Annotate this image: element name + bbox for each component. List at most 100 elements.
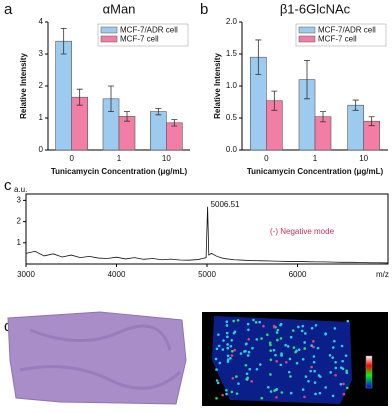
x-tick-label: 5000	[198, 270, 216, 279]
y-tick-label: 0.5	[226, 113, 238, 122]
ms-pixel	[260, 396, 264, 400]
ms-pixel	[314, 324, 318, 327]
ms-pixel	[215, 347, 219, 351]
ms-pixel	[284, 343, 287, 347]
legend-label: MCF-7/ADR cell	[318, 26, 376, 35]
ms-pixel	[273, 389, 276, 392]
ms-pixel	[268, 341, 272, 345]
bar	[150, 111, 167, 151]
x-axis-label: Tunicamycin Concentration (μg/mL)	[247, 167, 384, 176]
bar	[166, 122, 183, 151]
ms-pixel	[288, 357, 292, 361]
ms-pixel	[229, 356, 232, 360]
chart-title: αMan	[103, 1, 136, 16]
ms-pixel	[230, 354, 234, 357]
ms-pixel	[222, 339, 225, 342]
ms-pixel	[303, 341, 306, 344]
ms-pixel	[272, 324, 276, 328]
he-image	[7, 311, 187, 405]
ms-pixel	[247, 337, 251, 341]
ms-pixel	[225, 331, 229, 335]
error-bar	[76, 88, 83, 106]
ms-pixel	[317, 374, 321, 377]
ms-pixel	[334, 373, 337, 377]
ms-pixel	[245, 372, 249, 376]
ms-pixel	[314, 392, 317, 396]
ms-pixel	[221, 393, 224, 397]
panel-label: b	[200, 1, 208, 18]
panel-label: c	[4, 177, 12, 194]
panel-label: a	[4, 1, 13, 18]
ms-pixel	[331, 394, 335, 398]
legend	[295, 23, 387, 47]
ms-pixel	[267, 385, 270, 389]
error-bar	[255, 39, 262, 75]
ms-pixel	[312, 340, 315, 343]
ms-pixel	[248, 367, 252, 371]
y-tick-label: 2	[39, 81, 44, 90]
ms-pixel	[233, 348, 236, 352]
ms-pixel	[313, 369, 316, 373]
ms-pixel	[328, 353, 332, 357]
x-tick-label: 10	[359, 154, 368, 163]
error-bar	[60, 28, 67, 55]
ms-pixel	[275, 331, 279, 334]
ms-pixel	[231, 376, 235, 380]
error-bar	[124, 111, 130, 122]
ms-pixel	[287, 370, 291, 374]
ms-pixel	[329, 371, 332, 374]
y-tick-label: 0.0	[226, 145, 238, 154]
x-tick-label: 6000	[289, 270, 307, 279]
error-bar	[155, 108, 162, 116]
ms-pixel	[236, 318, 240, 322]
ms-pixel	[324, 386, 327, 389]
ms-pixel	[346, 319, 350, 323]
ms-pixel	[295, 349, 298, 353]
ms-pixel	[230, 338, 234, 342]
ms-pixel	[232, 319, 235, 323]
ms-pixel	[280, 391, 284, 394]
y-axis-label: a.u.	[14, 185, 27, 194]
ms-pixel	[262, 324, 265, 328]
x-tick-label: 3000	[17, 270, 35, 279]
error-bar	[352, 99, 359, 111]
ms-pixel	[339, 382, 343, 386]
ms-pixel	[331, 356, 335, 359]
ms-pixel	[235, 392, 239, 395]
ms-pixel	[345, 371, 349, 375]
ms-pixel	[269, 349, 272, 352]
ms-pixel	[344, 354, 348, 357]
ms-pixel	[226, 346, 230, 350]
ms-pixel	[312, 345, 315, 349]
ms-pixel	[246, 322, 250, 326]
ms-pixel	[312, 360, 316, 364]
ms-pixel	[225, 320, 229, 323]
ms-pixel	[274, 353, 277, 357]
ms-pixel	[301, 358, 305, 361]
ms-pixel	[221, 348, 225, 351]
ms-pixel	[251, 346, 254, 350]
ms-pixel	[295, 361, 299, 365]
ms-pixel	[244, 363, 248, 367]
ms-pixel	[289, 335, 293, 339]
y-tick-label: 1	[17, 238, 22, 247]
ms-pixel	[255, 338, 259, 341]
ms-pixel	[345, 369, 348, 373]
ms-pixel	[260, 337, 263, 340]
y-tick-label: 3	[17, 195, 22, 204]
ms-pixel	[280, 352, 283, 355]
ms-pixel	[297, 348, 301, 351]
ms-pixel	[342, 382, 345, 386]
ms-pixel	[286, 345, 290, 348]
legend-swatch	[298, 35, 316, 43]
ms-pixel	[301, 324, 305, 328]
ms-pixel	[275, 396, 278, 399]
ms-pixel	[247, 328, 250, 332]
ms-pixel	[297, 325, 300, 329]
ms-pixel	[226, 335, 229, 339]
ms-pixel	[214, 357, 218, 361]
legend-label: MCF-7 cell	[120, 35, 159, 44]
annotation: (-) Negative mode	[270, 227, 335, 236]
ms-pixel	[215, 379, 219, 382]
x-axis-label: Tunicamycin Concentration (μg/mL)	[51, 167, 188, 176]
